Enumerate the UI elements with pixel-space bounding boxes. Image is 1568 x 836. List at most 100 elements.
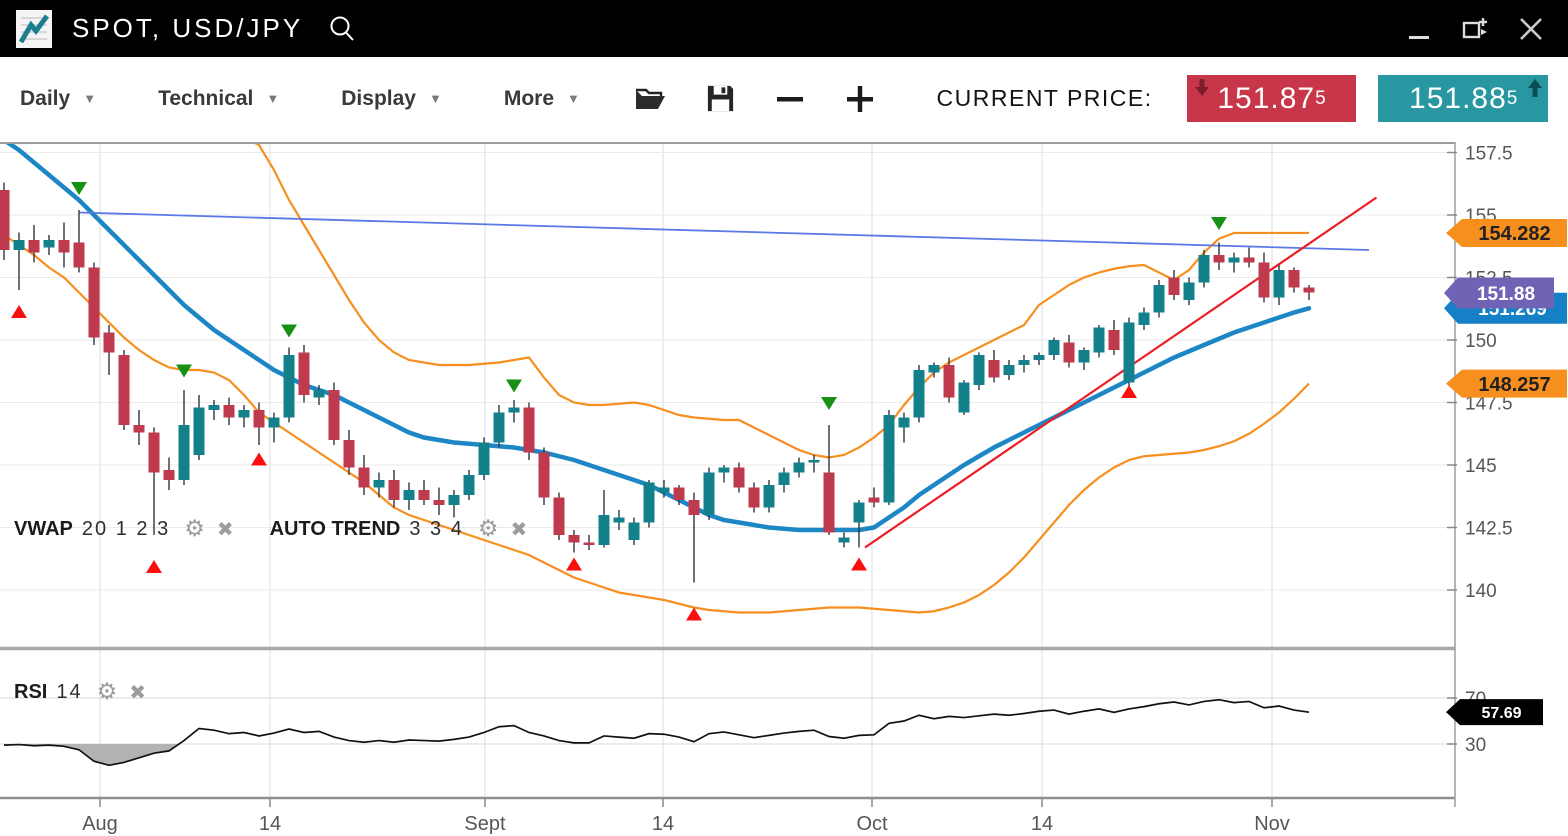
candle <box>418 490 430 500</box>
svg-text:57.69: 57.69 <box>1481 705 1521 722</box>
candle <box>673 487 685 500</box>
candle <box>1078 350 1090 363</box>
candle <box>313 390 325 398</box>
candle <box>223 405 235 418</box>
auto-trend-settings-gear-icon[interactable]: ⚙ <box>477 516 499 542</box>
dropdown-technical[interactable]: Technical ▼ <box>158 87 279 111</box>
candle <box>133 425 145 433</box>
dropdown-interval[interactable]: Daily ▼ <box>20 87 96 111</box>
restore-button[interactable] <box>1460 14 1490 44</box>
candle <box>568 535 580 543</box>
price-tag <box>1446 699 1543 726</box>
candle <box>1303 287 1315 293</box>
app-chart-icon <box>16 9 52 48</box>
plot-borders <box>0 142 1456 807</box>
zoom-out-icon[interactable] <box>773 82 807 116</box>
rsi-indicator-row: RSI 14 ⚙ ✖ <box>14 679 146 705</box>
buy-signal-marker <box>251 452 267 466</box>
vwap-line <box>5 144 1312 533</box>
candle <box>643 482 655 523</box>
vwap-label: VWAP <box>14 517 73 540</box>
dropdown-display-label: Display <box>341 86 416 110</box>
save-icon[interactable] <box>704 82 738 116</box>
buy-signal-marker <box>566 557 582 571</box>
svg-text:157.5: 157.5 <box>1465 144 1513 165</box>
svg-text:147.5: 147.5 <box>1465 394 1513 415</box>
minimize-button[interactable] <box>1404 14 1434 44</box>
svg-text:140: 140 <box>1465 581 1497 602</box>
svg-text:150: 150 <box>1465 331 1497 352</box>
candle <box>928 365 940 373</box>
candle <box>118 355 130 425</box>
candle <box>193 407 205 455</box>
candle <box>898 417 910 428</box>
chevron-down-icon: ▼ <box>83 91 97 106</box>
candle <box>553 497 565 535</box>
open-folder-icon[interactable] <box>634 82 668 116</box>
svg-text:14: 14 <box>1031 813 1053 835</box>
sell-signal-marker <box>281 324 297 338</box>
candle <box>208 405 220 410</box>
candle <box>583 542 595 545</box>
candle <box>403 490 415 500</box>
candle <box>973 355 985 385</box>
candle <box>1213 255 1225 263</box>
candle <box>1093 327 1105 353</box>
buy-signal-marker <box>686 607 702 621</box>
auto-trend-remove-icon[interactable]: ✖ <box>510 517 528 541</box>
rsi-oversold-shading <box>4 744 1309 766</box>
auto-trend-label: AUTO TREND <box>269 517 401 540</box>
ask-price[interactable]: 151.88 5 <box>1378 75 1549 122</box>
zoom-in-icon[interactable] <box>843 82 877 116</box>
buy-signal-marker <box>146 560 162 573</box>
candle <box>358 467 370 488</box>
candle <box>1003 365 1015 375</box>
svg-text:Nov: Nov <box>1254 813 1290 835</box>
candle <box>1153 285 1165 313</box>
candle <box>703 472 715 515</box>
window-title: SPOT, USD/JPY <box>72 13 304 43</box>
search-icon[interactable] <box>325 12 359 46</box>
svg-text:142.5: 142.5 <box>1465 519 1513 540</box>
bid-value: 151.87 <box>1217 81 1316 115</box>
svg-text:148.257: 148.257 <box>1478 374 1550 396</box>
candle <box>523 407 535 453</box>
candle <box>388 480 400 500</box>
candle <box>838 537 850 543</box>
candle <box>1123 322 1135 383</box>
dropdown-technical-label: Technical <box>158 86 254 110</box>
vwap-settings-gear-icon[interactable]: ⚙ <box>184 516 205 542</box>
candle <box>1033 355 1045 360</box>
candle <box>373 480 385 488</box>
dropdown-display[interactable]: Display ▼ <box>341 87 442 111</box>
current-price-label: CURRENT PRICE: <box>936 85 1153 111</box>
dropdown-more[interactable]: More ▼ <box>504 87 580 111</box>
candle <box>538 452 550 498</box>
candle <box>1048 340 1060 355</box>
candle <box>508 407 520 413</box>
candle <box>1198 255 1210 283</box>
candle <box>253 410 265 428</box>
svg-text:Sept: Sept <box>464 813 506 835</box>
candle <box>1063 342 1075 363</box>
price-chart[interactable]: 157.5155152.5150147.5145142.51407030Aug1… <box>0 140 1568 836</box>
vwap-remove-icon[interactable]: ✖ <box>216 517 234 541</box>
close-icon[interactable] <box>1516 14 1546 44</box>
auto-trend-params: 3 3 4 <box>409 517 464 540</box>
chevron-down-icon: ▼ <box>567 91 580 106</box>
candle <box>298 352 310 395</box>
svg-text:Aug: Aug <box>82 813 118 835</box>
rsi-params: 14 <box>56 680 83 703</box>
candle <box>1228 257 1240 263</box>
sell-signal-marker <box>821 397 837 410</box>
candle <box>793 462 805 473</box>
bid-price[interactable]: 151.87 5 <box>1186 75 1357 122</box>
candle <box>808 460 820 463</box>
candle <box>283 355 295 418</box>
window-controls <box>1404 14 1554 44</box>
candles <box>0 182 1315 583</box>
candle <box>868 497 880 503</box>
rsi-settings-gear-icon[interactable]: ⚙ <box>96 679 118 705</box>
rsi-remove-icon[interactable]: ✖ <box>129 680 146 704</box>
